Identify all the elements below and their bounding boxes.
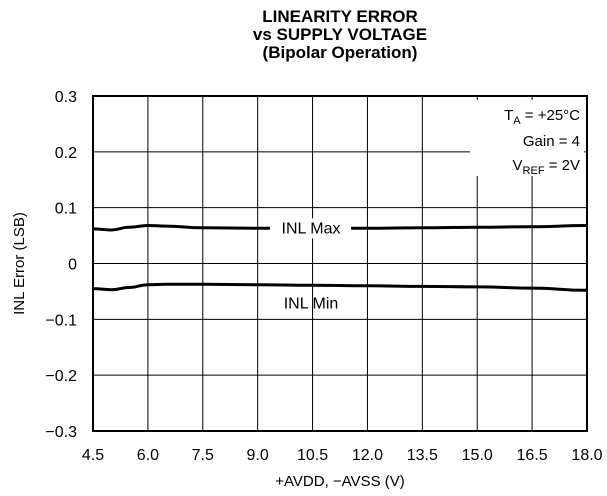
x-tick-label: 12.0 (352, 447, 383, 464)
title-line-2: (Bipolar Operation) (263, 43, 418, 62)
series: INL Max INL Min (92, 218, 588, 312)
vref-note: VREF = 2V (513, 157, 580, 177)
series-label-0: INL Max (282, 220, 341, 237)
grid (93, 96, 587, 431)
title-line-0: LINEARITY ERROR (262, 7, 418, 26)
temperature-note: TA = +25°C (504, 107, 580, 127)
series-line-0 (92, 223, 588, 232)
y-tick-label: −0.2 (45, 368, 77, 385)
series-label-1: INL Min (284, 295, 339, 312)
x-tick-label: 16.5 (517, 447, 548, 464)
y-tick-label: −0.1 (45, 312, 77, 329)
x-tick-label: 9.0 (247, 447, 269, 464)
gain-note: Gain = 4 (523, 133, 580, 150)
x-tick-label: 10.5 (297, 447, 328, 464)
annotation-bg (470, 100, 584, 176)
x-tick-label: 4.5 (82, 447, 104, 464)
y-tick-label: −0.3 (45, 424, 77, 441)
y-tick-labels: 0.3 0.2 0.1 0 −0.1 −0.2 −0.3 (45, 89, 77, 441)
x-tick-labels: 4.5 6.0 7.5 9.0 10.5 12.0 13.5 15.0 16.5 18.0 (82, 447, 603, 464)
x-tick-label: 7.5 (192, 447, 214, 464)
series-line-1 (92, 282, 588, 292)
y-tick-label: 0 (68, 257, 77, 274)
x-tick-label: 13.5 (407, 447, 438, 464)
conditions-annotation: TA = +25°C Gain = 4 VREF = 2V (470, 100, 584, 177)
y-axis-label: INL Error (LSB) (11, 212, 28, 315)
x-tick-label: 15.0 (462, 447, 493, 464)
y-tick-label: 0.2 (55, 145, 77, 162)
plot-frame (92, 95, 588, 432)
x-axis-label: +AVDD, −AVSS (V) (275, 473, 405, 490)
series-label-bg (270, 218, 351, 239)
y-tick-label: 0.1 (55, 201, 77, 218)
y-tick-label: 0.3 (55, 89, 77, 106)
x-tick-label: 18.0 (571, 447, 602, 464)
x-tick-label: 6.0 (137, 447, 159, 464)
title-line-1: vs SUPPLY VOLTAGE (253, 25, 427, 44)
